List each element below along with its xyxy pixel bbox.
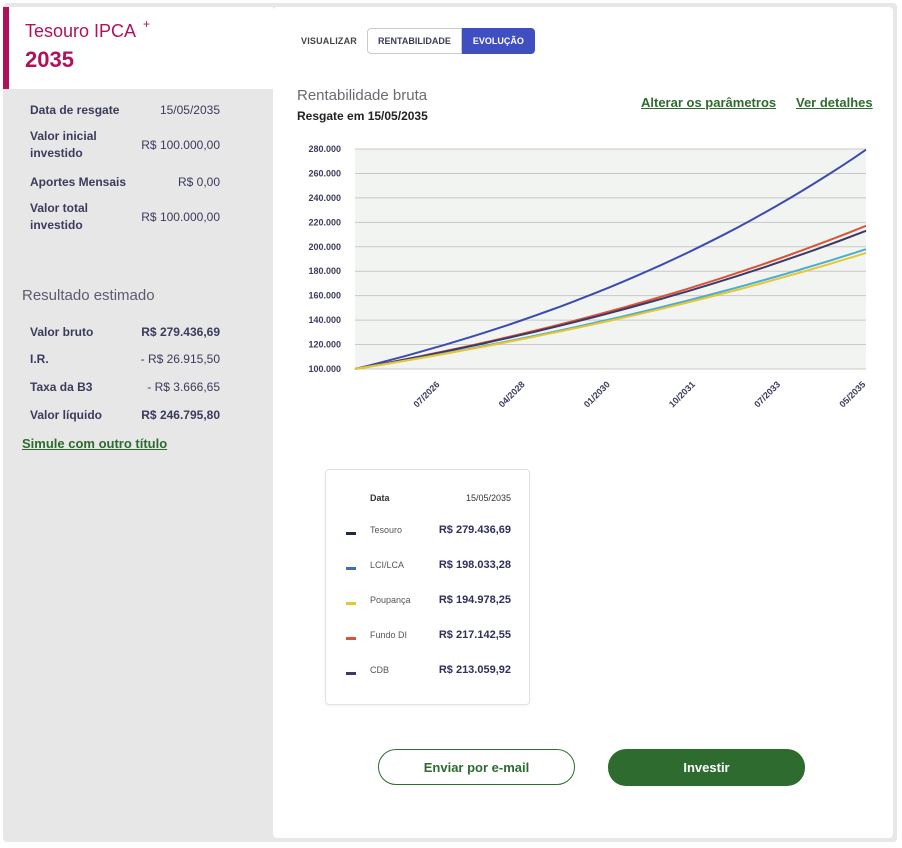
result-label: Valor bruto [30,325,94,339]
legend-amount: R$ 217.142,55 [438,629,511,641]
main-panel: VISUALIZAR RENTABILIDADE EVOLUÇÃO Rentab… [273,7,893,838]
legend-name: LCI/LCA [370,560,405,570]
summary-value: R$ 100.000,00 [141,138,220,152]
result-row-income-tax: I.R. - R$ 26.915,50 [30,351,220,369]
result-row-b3-fee: Taxa da B3 - R$ 3.666,65 [30,379,220,397]
summary-label: Valor total investido [30,201,89,232]
chart-title: Rentabilidade bruta [297,87,428,104]
view-tabs: VISUALIZAR RENTABILIDADE EVOLUÇÃO [301,28,535,54]
legend-swatch [346,672,356,675]
legend-amount: R$ 213.059,92 [438,664,511,676]
legend-swatch [346,637,356,640]
series-line-cdb [354,229,867,370]
evolution-chart: 100.000 120.000 140.000 160.000 180.000 200.0… [308,144,867,409]
legend-date-value: 15/05/2035 [465,493,511,503]
legend-amount: R$ 198.033,28 [438,559,511,571]
summary-label: Valor inicial investido [30,129,97,160]
legend-item-lci-lca: LCI/LCA R$ 198.033,28 [326,559,529,575]
y-tick-label: 200.000 [308,242,341,252]
summary-value: R$ 0,00 [177,175,220,189]
chart-subtitle: Resgate em 15/05/2035 [297,109,428,123]
series-line-poupan-a [354,251,867,370]
x-tick-label: 10/2031 [667,379,697,409]
x-tick-label: 07/2026 [411,379,441,409]
product-plus-mark: + [143,17,151,31]
result-value: - R$ 3.666,65 [147,380,220,394]
result-label: Taxa da B3 [30,380,93,394]
page-frame: Tesouro IPCA + 2035 Data de resgate 15/0… [3,3,897,842]
y-tick-label: 180.000 [308,266,341,276]
tab-rentabilidade[interactable]: RENTABILIDADE [367,28,462,54]
result-value: R$ 246.795,80 [141,408,220,422]
legend-name: Fundo DI [370,630,408,640]
view-details-link[interactable]: Ver detalhes [796,95,873,110]
y-tick-label: 280.000 [308,144,341,154]
legend-swatch [346,602,356,605]
legend-swatch [346,532,356,535]
result-label: Valor líquido [30,408,103,422]
result-row-net: Valor líquido R$ 246.795,80 [30,407,220,425]
legend-amount: R$ 279.436,69 [438,524,511,536]
sidebar: Tesouro IPCA + 2035 Data de resgate 15/0… [3,3,273,842]
result-title: Resultado estimado [22,287,155,304]
legend-name: CDB [370,665,390,675]
product-header: Tesouro IPCA + 2035 [3,7,273,89]
result-label: I.R. [30,352,49,366]
tab-evolucao[interactable]: EVOLUÇÃO [461,28,535,54]
x-tick-label: 04/2028 [497,379,527,409]
y-tick-label: 240.000 [308,193,341,203]
legend-item-cdb: CDB R$ 213.059,92 [326,664,529,680]
y-tick-label: 140.000 [308,315,341,325]
x-tick-label: 01/2030 [582,379,612,409]
y-tick-label: 120.000 [308,340,341,350]
legend-name: Poupança [370,595,411,605]
summary-label: Data de resgate [30,103,120,117]
summary-row-initial-investment: Valor inicial investido R$ 100.000,00 [30,128,220,164]
legend-item-tesouro: Tesouro R$ 279.436,69 [326,524,529,540]
legend-name: Tesouro [370,525,403,535]
y-tick-label: 260.000 [308,168,341,178]
simulate-other-title-link[interactable]: Simule com outro título [22,436,168,451]
legend-date-label: Data [370,493,390,503]
series-line-tesouro [354,148,867,370]
result-row-gross: Valor bruto R$ 279.436,69 [30,324,220,342]
summary-value: 15/05/2035 [159,103,220,117]
summary-label: Aportes Mensais [30,175,127,189]
y-tick-label: 220.000 [308,217,341,227]
view-label: VISUALIZAR [301,36,357,46]
legend-item-fundo-di: Fundo DI R$ 217.142,55 [326,629,529,645]
product-year: 2035 [25,47,74,72]
result-value: - R$ 26.915,50 [140,352,220,366]
summary-row-monthly-contributions: Aportes Mensais R$ 0,00 [30,174,220,194]
legend-item-poupanca: Poupança R$ 194.978,25 [326,594,529,610]
summary-value: R$ 100.000,00 [141,210,220,224]
legend-panel: Data 15/05/2035 Tesouro R$ 279.436,69 LC… [325,469,530,705]
legend-amount: R$ 194.978,25 [438,594,511,606]
send-email-button[interactable]: Enviar por e-mail [378,749,575,785]
x-tick-label: 07/2033 [752,379,782,409]
x-tick-label: 05/2035 [837,379,867,409]
summary-row-total-invested: Valor total investido R$ 100.000,00 [30,200,220,236]
y-tick-label: 100.000 [308,364,341,374]
summary-row-redemption-date: Data de resgate 15/05/2035 [30,102,220,122]
invest-button[interactable]: Investir [608,749,805,786]
y-tick-label: 160.000 [308,291,341,301]
product-name: Tesouro IPCA [25,21,137,41]
legend-swatch [346,567,356,570]
result-value: R$ 279.436,69 [141,325,220,339]
change-parameters-link[interactable]: Alterar os parâmetros [641,95,777,110]
